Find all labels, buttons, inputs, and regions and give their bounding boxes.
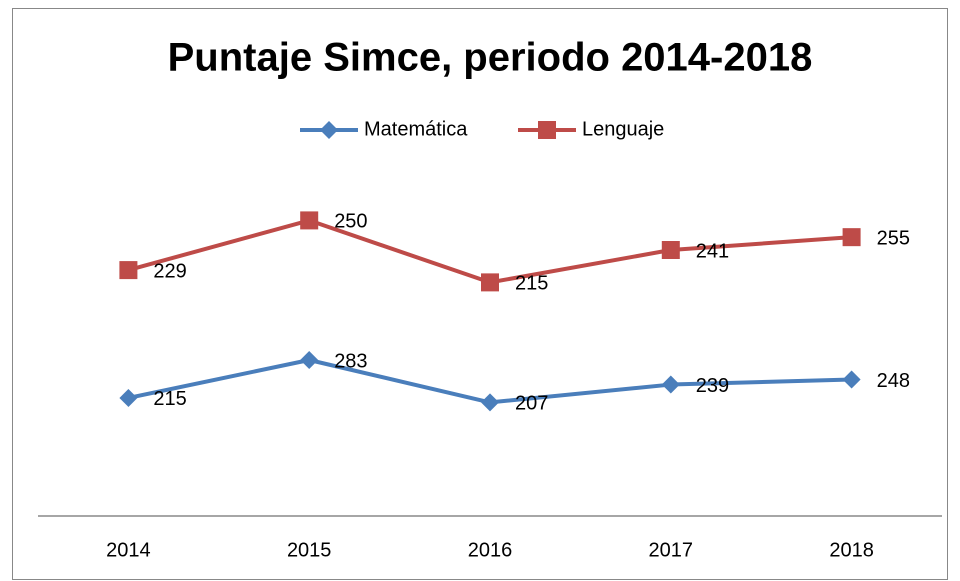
data-point [119,388,138,407]
data-point [661,241,680,259]
chart-title: Puntaje Simce, periodo 2014-2018 [168,36,813,80]
data-label: 215 [153,388,186,410]
data-label: 241 [696,240,729,262]
data-point [300,211,319,230]
data-point [481,393,499,412]
x-tick-label: 2016 [468,539,513,561]
data-point [300,350,319,369]
data-label: 248 [877,370,910,392]
legend-marker [320,121,338,139]
data-label: 255 [877,227,910,249]
data-point [481,273,499,292]
data-label: 207 [515,393,548,415]
chart-border [12,8,948,580]
data-point [842,228,861,247]
x-tick-label: 2014 [106,539,151,561]
data-point [842,370,861,389]
data-point [119,261,138,280]
data-label: 250 [334,211,367,233]
legend-marker [538,121,556,139]
data-label: 239 [696,375,729,397]
data-label: 215 [515,273,548,295]
x-tick-label: 2018 [829,539,874,561]
legend-label: Matemática [364,118,468,140]
legend-label: Lenguaje [582,118,664,140]
data-label: 229 [153,260,186,282]
x-tick-label: 2015 [287,539,332,561]
data-point [661,375,680,394]
data-label: 283 [334,350,367,372]
x-tick-label: 2017 [649,539,694,561]
